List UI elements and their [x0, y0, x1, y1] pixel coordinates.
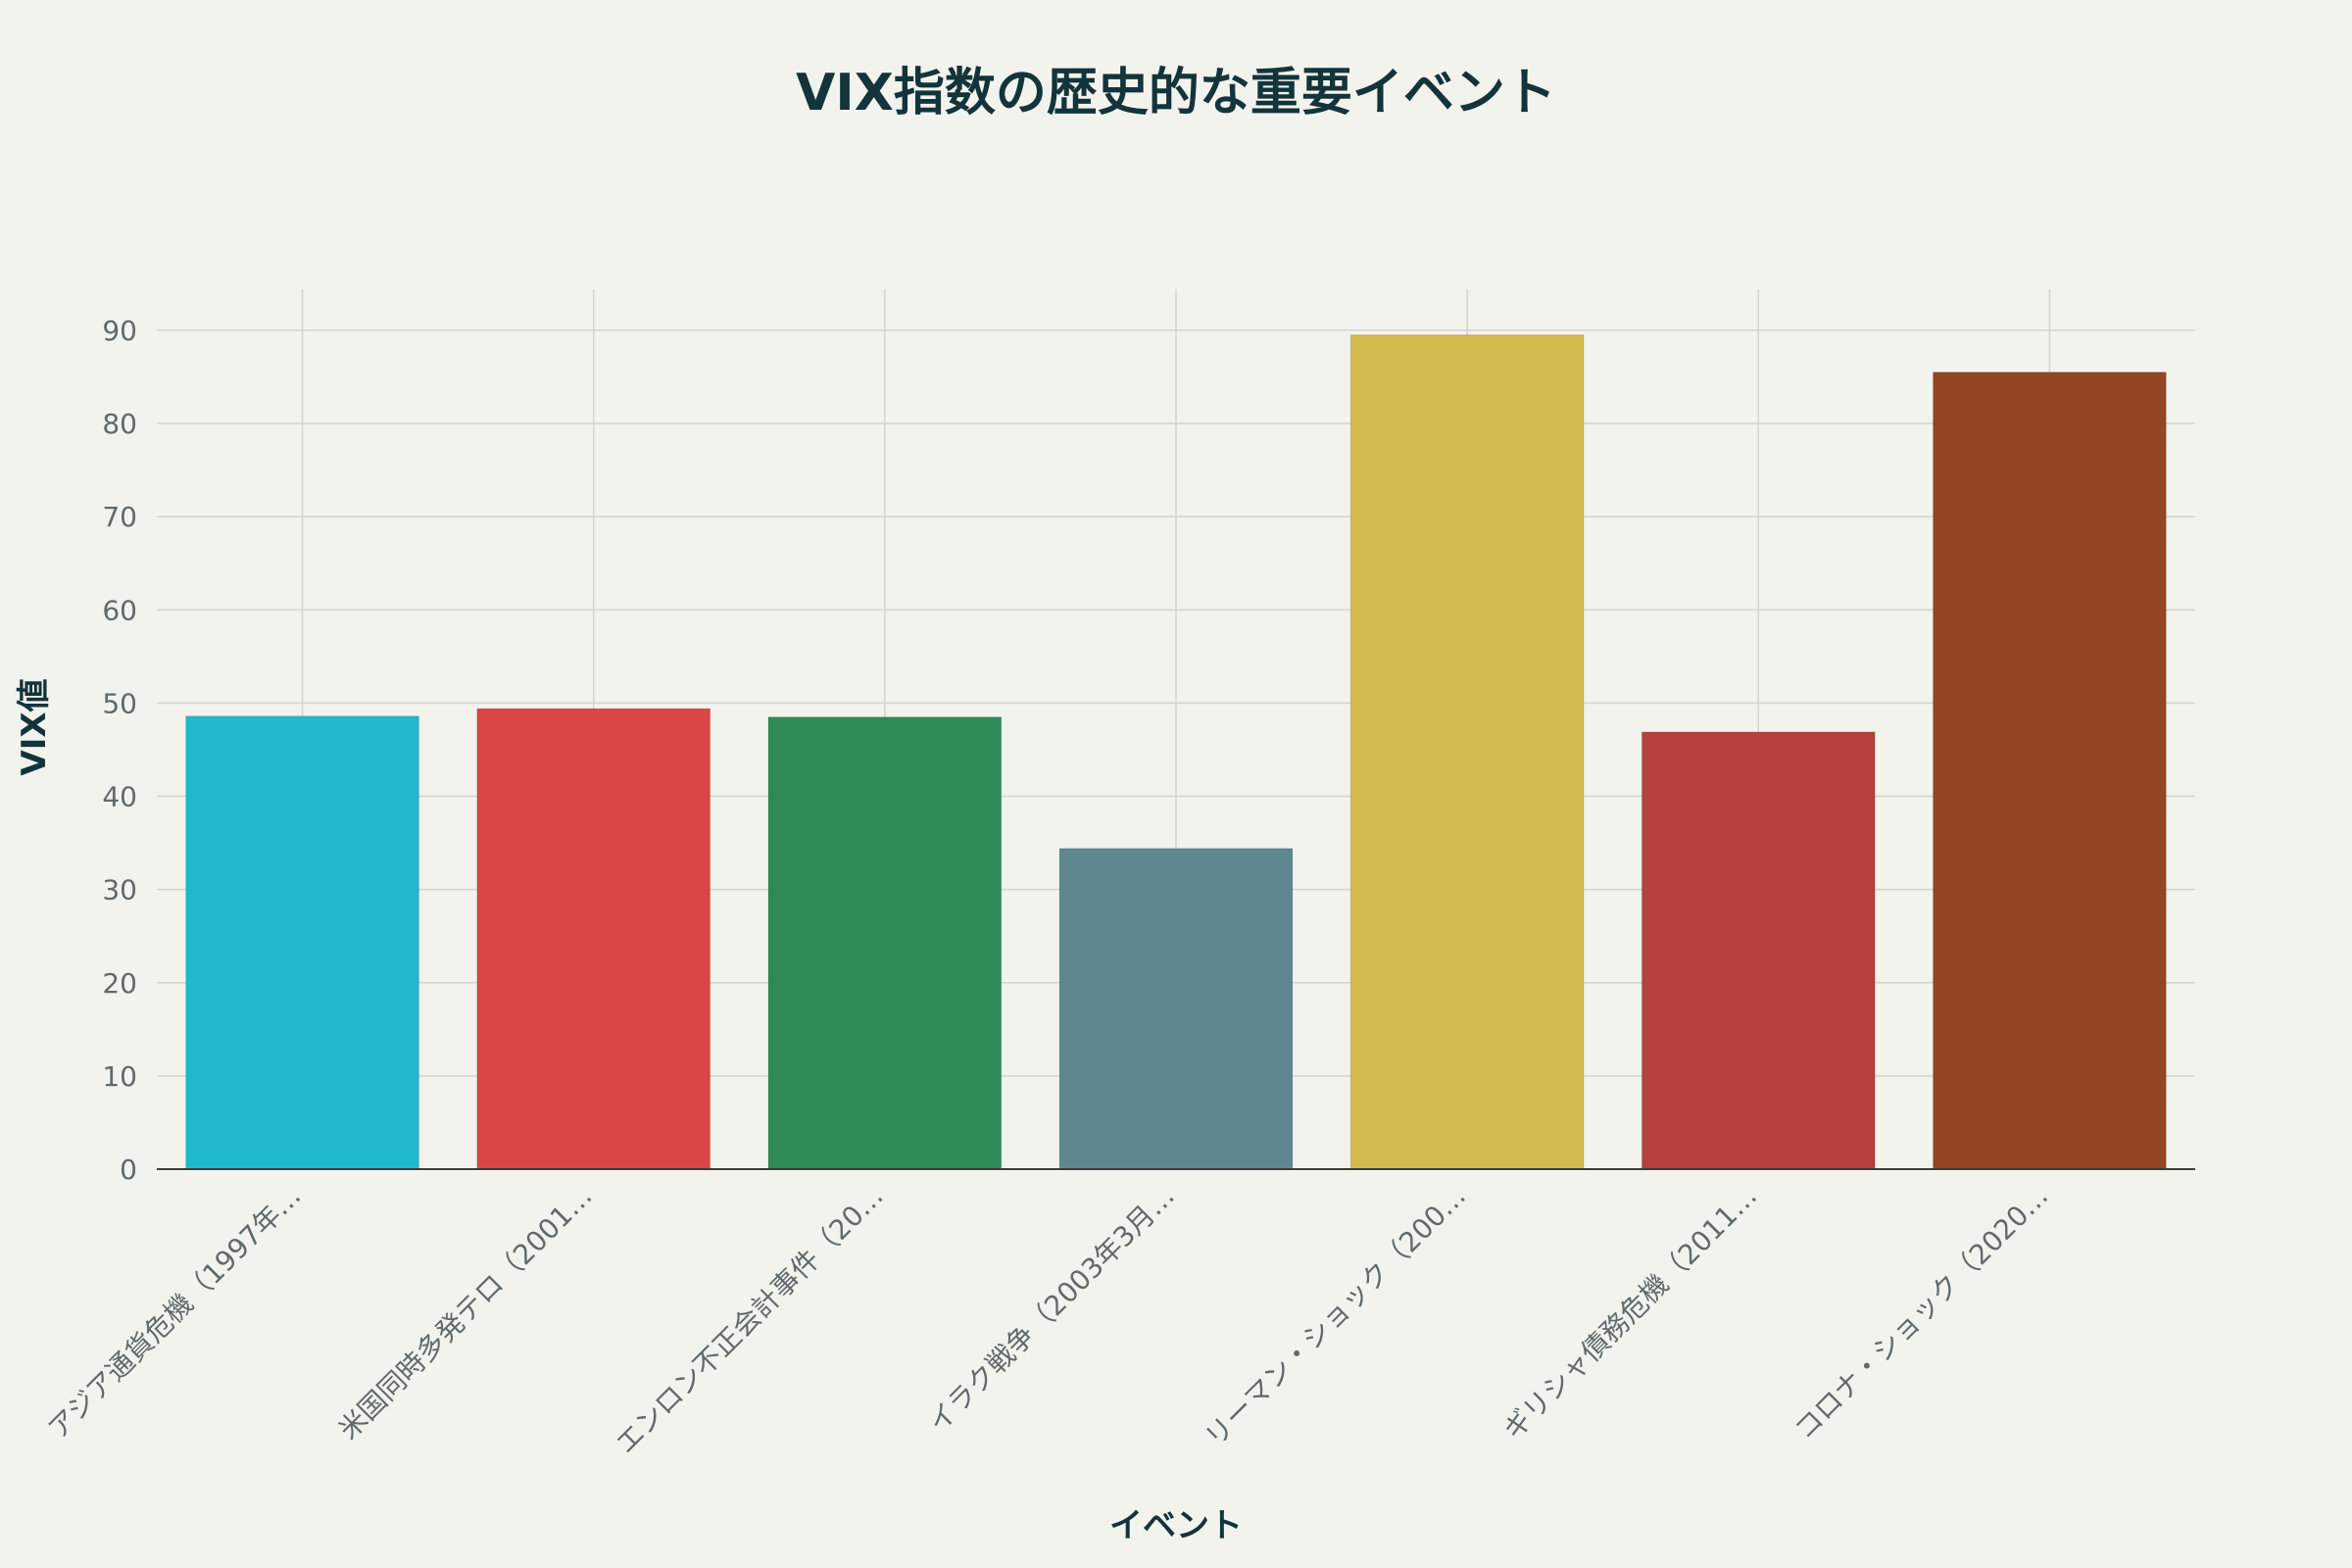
y-tick-label: 90 [102, 315, 137, 347]
x-tick-label: 米国同時多発テロ（2001… [332, 1180, 599, 1446]
bar[interactable] [1058, 848, 1294, 1170]
y-tick-label: 30 [102, 874, 137, 906]
y-tick-label: 0 [120, 1153, 137, 1186]
bar[interactable] [476, 708, 711, 1170]
x-tick-label: コロナ・ショック（2020… [1788, 1180, 2055, 1446]
y-tick-label: 40 [102, 781, 137, 813]
y-axis-ticks: 0 10 20 30 40 50 60 70 80 90 [102, 315, 137, 1186]
bar[interactable] [1349, 334, 1585, 1170]
y-tick-label: 20 [102, 967, 137, 1000]
x-axis-ticks: アジア通貨危機（1997年… 米国同時多発テロ（2001… エンロン不正会計事件（2… [42, 1180, 2055, 1460]
bar[interactable] [767, 716, 1003, 1170]
bar[interactable] [1641, 731, 1876, 1170]
y-tick-label: 50 [102, 687, 137, 719]
bars [185, 334, 2167, 1170]
bar[interactable] [1933, 371, 2167, 1170]
chart-title: VIX指数の歴史的な重要イベント [796, 64, 1556, 122]
x-tick-label: イラク戦争（2003年3月… [921, 1180, 1181, 1440]
x-tick-label: エンロン不正会計事件（20… [610, 1180, 890, 1460]
x-axis-title: イベント [1109, 1506, 1243, 1545]
y-tick-label: 60 [102, 594, 137, 626]
y-axis-title: VIX値 [15, 678, 54, 775]
x-tick-label: リーマン・ショック（200… [1199, 1180, 1472, 1453]
x-tick-label: ギリシャ債務危機（2011… [1497, 1180, 1764, 1446]
bar[interactable] [185, 715, 419, 1170]
y-tick-label: 80 [102, 408, 137, 440]
x-tick-label: アジア通貨危機（1997年… [42, 1180, 308, 1446]
y-tick-label: 10 [102, 1060, 137, 1093]
y-tick-label: 70 [102, 501, 137, 533]
